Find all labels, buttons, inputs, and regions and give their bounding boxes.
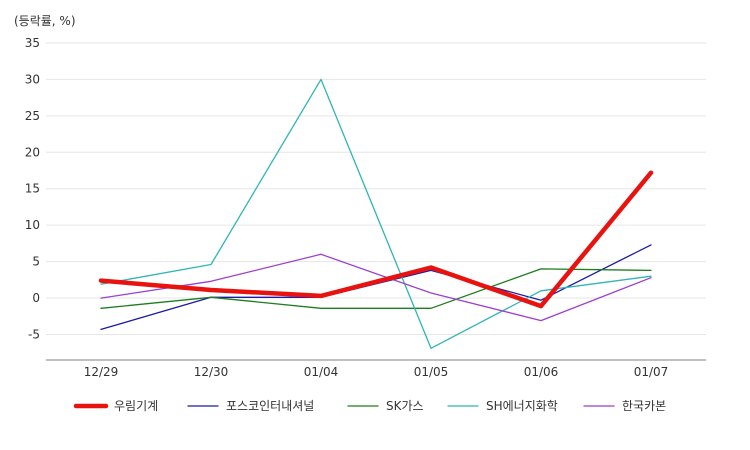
series-lines — [98, 78, 654, 349]
axes: 35 30 25 20 15 10 5 0 -5 12/29 12/30 01/04 01/05 01/0… — [25, 36, 706, 379]
unit-label: (등락률, %) — [14, 14, 76, 28]
legend-label: 한국카본 — [622, 399, 666, 413]
y-tick-label: 0 — [32, 291, 40, 305]
y-tick-label: 25 — [25, 109, 40, 123]
legend-label: SH에너지화학 — [486, 399, 558, 413]
x-tick-label: 01/05 — [414, 365, 449, 379]
x-tick-label: 01/04 — [304, 365, 339, 379]
x-tick-label: 12/29 — [84, 365, 119, 379]
x-tick-label: 01/06 — [524, 365, 559, 379]
y-tick-label: 20 — [25, 145, 40, 159]
y-tick-label: -5 — [28, 327, 40, 341]
series-line-3 — [100, 268, 652, 309]
y-tick-label: 5 — [32, 255, 40, 269]
y-tick-label: 15 — [25, 182, 40, 196]
series-line-4 — [100, 78, 652, 349]
x-tick-label: 01/07 — [634, 365, 669, 379]
x-tick-label: 12/30 — [194, 365, 229, 379]
series-line-5 — [100, 253, 652, 322]
gridlines — [46, 42, 706, 335]
legend: 우림기계 포스코인터내셔널 SK가스 SH에너지화학 한국카본 — [73, 399, 666, 413]
y-tick-label: 35 — [25, 36, 40, 50]
legend-label: 포스코인터내셔널 — [226, 399, 314, 413]
y-tick-label: 10 — [25, 218, 40, 232]
series-line-1 — [98, 170, 654, 309]
legend-label: 우림기계 — [114, 399, 158, 413]
y-tick-label: 30 — [25, 72, 40, 86]
legend-label: SK가스 — [386, 399, 424, 413]
